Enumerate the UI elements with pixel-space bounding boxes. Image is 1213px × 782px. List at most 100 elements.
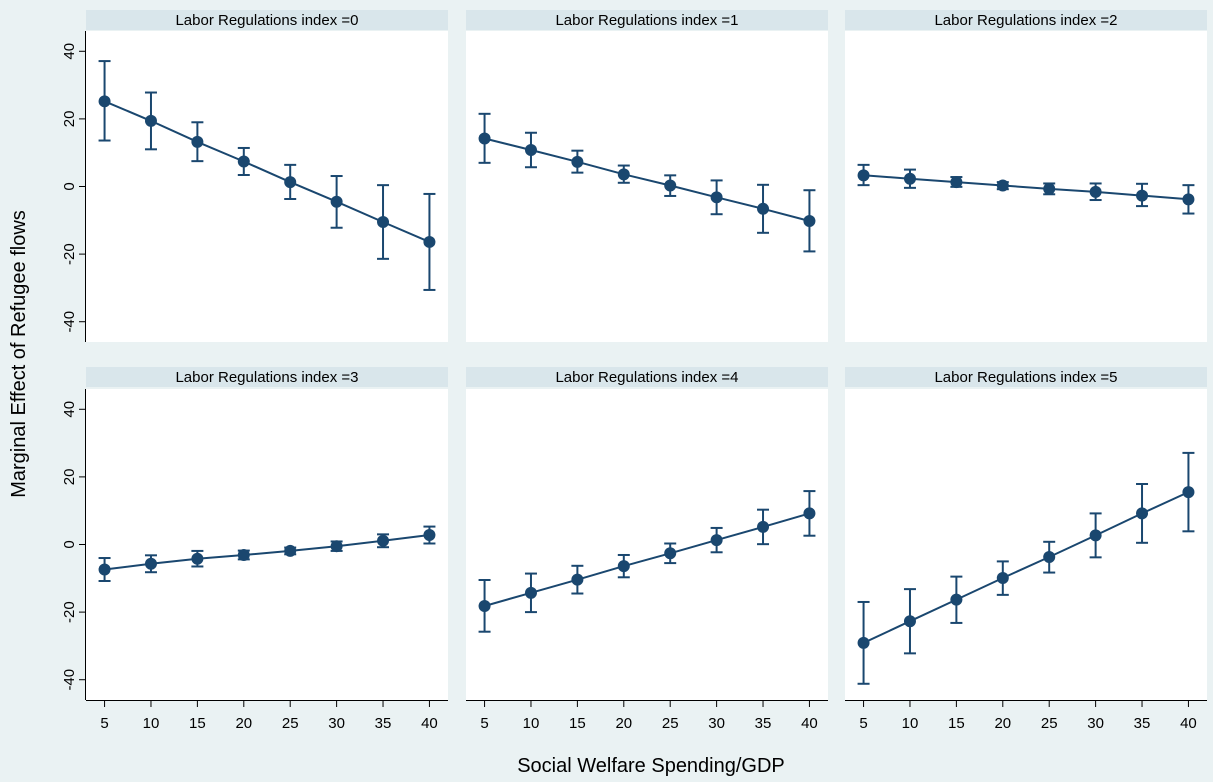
y-axis-0: -40 -20 0 20 40 (61, 31, 86, 342)
data-point (1089, 185, 1102, 198)
data-point (144, 557, 157, 570)
panels: Labor Regulations index =0 Labor Regulati… (86, 10, 1207, 700)
y-axes: -40 -20 0 20 40 -40 -20 0 20 40 (61, 31, 86, 700)
panel-title: Labor Regulations index =0 (175, 12, 358, 29)
data-point (377, 534, 390, 547)
plot-area (466, 31, 828, 342)
data-point (664, 179, 677, 192)
x-tick-label: 40 (421, 715, 438, 732)
data-point (191, 135, 204, 148)
y-axis-title: Marginal Effect of Refugee flows (8, 210, 30, 498)
x-tick-label: 5 (859, 715, 867, 732)
x-tick-label: 25 (1041, 715, 1058, 732)
data-point (237, 155, 250, 168)
data-point (1043, 182, 1056, 195)
panel-strip (466, 10, 828, 30)
data-point (330, 540, 343, 553)
x-tick-label: 35 (1134, 715, 1151, 732)
panel-strip (86, 367, 448, 387)
x-tick-label: 30 (708, 715, 725, 732)
data-point (996, 179, 1009, 192)
y-tick-label: -40 (61, 669, 78, 691)
x-tick-label: 30 (1087, 715, 1104, 732)
x-tick-label: 35 (755, 715, 772, 732)
data-point (857, 636, 870, 649)
x-tick-label: 15 (189, 715, 206, 732)
panel-strip (845, 10, 1207, 30)
data-point (423, 529, 436, 542)
x-axis-2: 5 10 15 20 25 30 35 40 (845, 700, 1207, 732)
data-point (377, 215, 390, 228)
x-tick-label: 5 (100, 715, 108, 732)
data-point (1136, 189, 1149, 202)
x-tick-label: 10 (523, 715, 540, 732)
series-line (484, 512, 810, 607)
x-tick-label: 10 (902, 715, 919, 732)
data-point (98, 563, 111, 576)
panel-strip (845, 367, 1207, 387)
x-axis-title: Social Welfare Spending/GDP (517, 755, 785, 777)
y-tick-label: 0 (61, 182, 78, 190)
panel-1: Labor Regulations index =1 (466, 10, 828, 342)
series-line (863, 174, 1189, 201)
y-tick-label: -40 (61, 311, 78, 333)
x-tick-label: 40 (1180, 715, 1197, 732)
series-line (863, 491, 1189, 644)
y-tick-label: 20 (61, 111, 78, 128)
plot-area (845, 389, 1207, 700)
x-tick-label: 25 (282, 715, 299, 732)
x-tick-label: 20 (235, 715, 252, 732)
data-point (1089, 529, 1102, 542)
series-line (104, 534, 430, 571)
data-point (710, 534, 723, 547)
data-point (803, 214, 816, 227)
data-point (478, 132, 491, 145)
data-point (191, 552, 204, 565)
data-point (664, 547, 677, 560)
data-point (1182, 193, 1195, 206)
x-axes: 5 10 15 20 25 30 35 40 5 10 15 20 25 30 35 40 5 10 15 20 25 3… (86, 700, 1207, 732)
data-point (1182, 486, 1195, 499)
panel-0: Labor Regulations index =0 (86, 10, 448, 342)
data-point (617, 560, 630, 573)
series-line (484, 137, 810, 222)
x-axis-1: 5 10 15 20 25 30 35 40 (466, 700, 828, 732)
data-point (571, 155, 584, 168)
panel-4: Labor Regulations index =4 (466, 367, 828, 700)
x-tick-label: 30 (328, 715, 345, 732)
y-tick-label: 0 (61, 540, 78, 548)
panel-3: Labor Regulations index =3 (86, 367, 448, 700)
data-point (571, 573, 584, 586)
y-tick-label: 40 (61, 43, 78, 60)
x-tick-label: 20 (615, 715, 632, 732)
data-point (903, 172, 916, 185)
data-point (950, 593, 963, 606)
data-point (903, 615, 916, 628)
plot-area (86, 31, 448, 342)
series-line (104, 100, 430, 243)
y-tick-label: 20 (61, 469, 78, 486)
data-point (757, 520, 770, 533)
data-point (284, 544, 297, 557)
panel-title: Labor Regulations index =2 (934, 12, 1117, 29)
plot-area (86, 389, 448, 700)
panel-2: Labor Regulations index =2 (845, 10, 1207, 342)
y-tick-label: -20 (61, 601, 78, 623)
data-point (617, 168, 630, 181)
panel-5: Labor Regulations index =5 (845, 367, 1207, 700)
data-point (144, 114, 157, 127)
data-point (1136, 507, 1149, 520)
panel-title: Labor Regulations index =4 (555, 369, 738, 386)
plot-area (466, 389, 828, 700)
data-point (284, 176, 297, 189)
x-tick-label: 20 (994, 715, 1011, 732)
data-point (98, 95, 111, 108)
data-point (996, 571, 1009, 584)
x-axis-0: 5 10 15 20 25 30 35 40 (86, 700, 448, 732)
x-tick-label: 40 (801, 715, 818, 732)
y-tick-label: -20 (61, 243, 78, 265)
data-point (237, 548, 250, 561)
x-tick-label: 15 (948, 715, 965, 732)
data-point (803, 507, 816, 520)
